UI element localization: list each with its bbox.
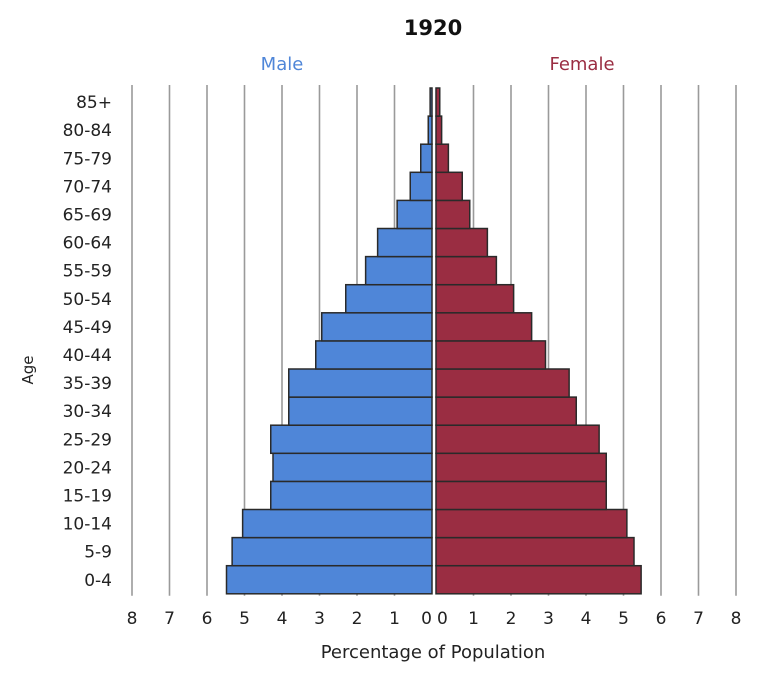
- bar-female-25-29: [435, 424, 600, 455]
- bar-female-70-74: [435, 171, 463, 202]
- bar-female-5-9: [435, 536, 635, 567]
- x-tick-label: 7: [693, 609, 704, 629]
- x-axis-label: Percentage of Population: [321, 642, 546, 663]
- y-tick-label: 15-19: [63, 486, 112, 506]
- y-tick-label: 25-29: [63, 430, 112, 450]
- bar-male-10-14: [241, 508, 433, 539]
- y-tick-label: 85+: [76, 93, 112, 113]
- bar-female-85+: [435, 87, 441, 117]
- bar-male-35-39: [288, 368, 433, 398]
- y-tick-label: 55-59: [63, 262, 112, 282]
- bar-female-75-79: [435, 143, 450, 174]
- bar-male-15-19: [270, 480, 433, 511]
- x-tick-label: 3: [314, 609, 325, 629]
- y-tick-labels: 0-4 5-9 10-14 15-19 20-24 25-29 30-34 35-39 40-4…: [63, 93, 112, 591]
- y-tick-label: 0-4: [84, 571, 112, 591]
- bar-female-0-4: [435, 564, 642, 595]
- y-tick-label: 80-84: [63, 121, 112, 141]
- x-tick-label: 6: [202, 609, 213, 629]
- x-tick-label: 6: [656, 609, 667, 629]
- bar-male-30-34: [288, 396, 433, 426]
- x-tick-label: 5: [239, 609, 250, 629]
- bar-male-25-29: [270, 424, 433, 455]
- x-tick-label: 8: [127, 609, 138, 629]
- y-tick-label: 50-54: [63, 290, 112, 310]
- bars: [225, 87, 642, 595]
- bar-male-50-54: [345, 283, 433, 314]
- x-tick-label: 2: [506, 609, 517, 629]
- bar-male-60-64: [376, 227, 433, 258]
- legend-female: Female: [549, 54, 614, 75]
- bar-female-35-39: [435, 368, 570, 398]
- bar-female-80-84: [435, 115, 443, 145]
- y-tick-label: 35-39: [63, 374, 112, 394]
- y-tick-label: 60-64: [63, 234, 112, 254]
- bar-female-60-64: [435, 227, 489, 258]
- bar-female-15-19: [435, 480, 607, 511]
- bar-female-55-59: [435, 255, 498, 286]
- bar-female-30-34: [435, 396, 577, 426]
- x-tick-label: 1: [389, 609, 400, 629]
- bar-male-0-4: [225, 564, 433, 595]
- x-tick-label: 0: [421, 609, 432, 629]
- bar-male-45-49: [321, 312, 433, 342]
- x-tick-label: 7: [164, 609, 175, 629]
- bar-female-50-54: [435, 283, 515, 314]
- bar-female-40-44: [435, 340, 547, 370]
- y-tick-label: 30-34: [63, 402, 112, 422]
- x-tick-label: 1: [468, 609, 479, 629]
- y-axis-label: Age: [19, 355, 37, 384]
- chart-title: 1920: [404, 16, 462, 40]
- bar-female-20-24: [435, 452, 607, 483]
- bar-male-20-24: [272, 452, 433, 483]
- x-tick-label: 0: [437, 609, 448, 629]
- y-tick-label: 45-49: [63, 318, 112, 338]
- bar-male-65-69: [396, 199, 433, 230]
- bar-male-75-79: [420, 143, 433, 174]
- y-tick-label: 65-69: [63, 205, 112, 225]
- x-tick-label: 4: [277, 609, 288, 629]
- y-tick-label: 40-44: [63, 346, 112, 366]
- x-tick-label: 2: [352, 609, 363, 629]
- bar-male-5-9: [231, 536, 433, 567]
- x-tick-label: 8: [731, 609, 742, 629]
- x-tick-label: 5: [618, 609, 629, 629]
- bar-male-70-74: [409, 171, 433, 202]
- x-tick-label: 3: [543, 609, 554, 629]
- bar-male-85+: [429, 87, 433, 117]
- y-tick-label: 20-24: [63, 458, 112, 478]
- bar-female-65-69: [435, 199, 471, 230]
- bar-male-80-84: [427, 115, 433, 145]
- bar-male-55-59: [364, 255, 433, 286]
- x-tick-label: 4: [581, 609, 592, 629]
- bar-female-45-49: [435, 312, 533, 342]
- y-tick-label: 5-9: [84, 543, 112, 563]
- y-tick-label: 75-79: [63, 149, 112, 169]
- bar-female-10-14: [435, 508, 628, 539]
- legend-male: Male: [261, 54, 304, 75]
- y-tick-label: 70-74: [63, 177, 112, 197]
- bar-male-40-44: [315, 340, 433, 370]
- y-tick-label: 10-14: [63, 515, 112, 535]
- grid: [131, 85, 737, 596]
